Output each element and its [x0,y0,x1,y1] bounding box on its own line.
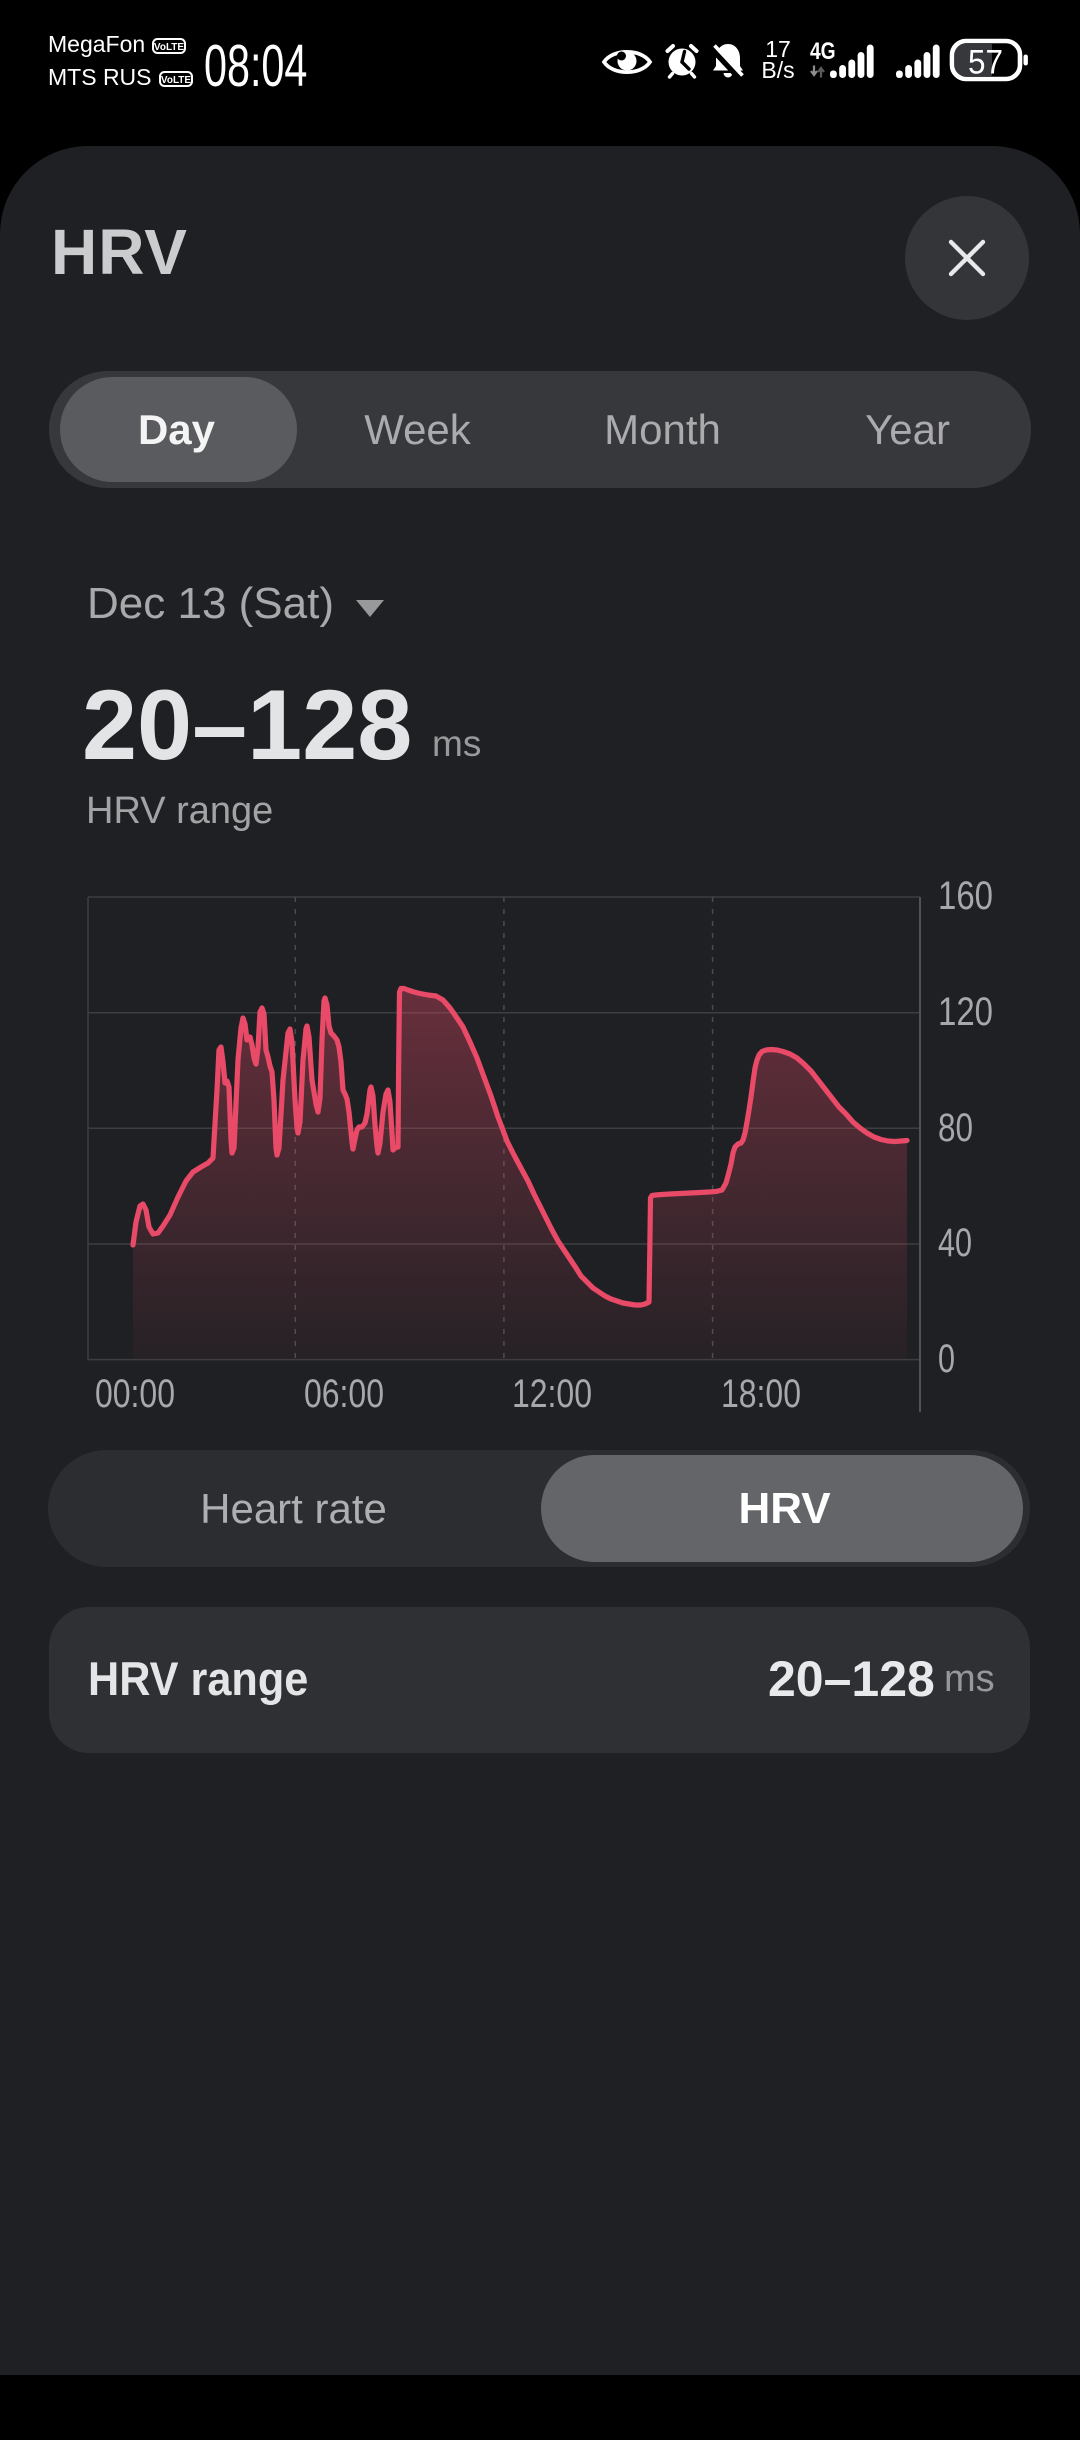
svg-text:57: 57 [968,44,1003,82]
svg-text:18:00: 18:00 [721,1372,801,1416]
svg-text:80: 80 [938,1106,973,1150]
svg-text:VoLTE: VoLTE [154,42,185,53]
svg-text:00:00: 00:00 [95,1372,175,1416]
svg-text:40: 40 [938,1221,972,1265]
svg-text:0: 0 [938,1337,955,1381]
svg-text:06:00: 06:00 [304,1372,384,1416]
svg-text:VoLTE: VoLTE [160,75,191,86]
svg-text:120: 120 [938,990,993,1034]
svg-text:12:00: 12:00 [512,1372,592,1416]
svg-text:160: 160 [938,874,993,918]
